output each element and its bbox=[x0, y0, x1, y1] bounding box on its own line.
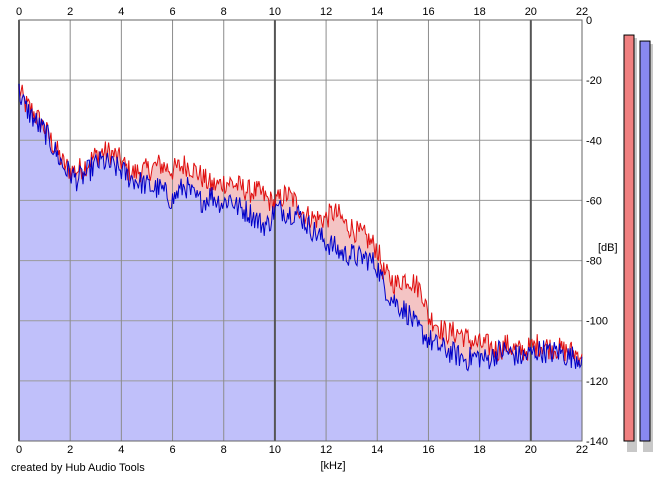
x-tick-label-top: 22 bbox=[576, 6, 588, 18]
y-tick-label: -80 bbox=[586, 256, 602, 268]
x-tick-label-top: 4 bbox=[118, 6, 124, 18]
x-tick-label-top: 14 bbox=[371, 6, 383, 18]
series-2-line bbox=[18, 83, 583, 372]
x-tick-label-bottom: 8 bbox=[221, 444, 227, 456]
x-tick-label-bottom: 0 bbox=[16, 444, 22, 456]
x-tick-label-top: 20 bbox=[525, 6, 537, 18]
y-tick-label: -140 bbox=[586, 436, 608, 448]
x-tick-label-top: 0 bbox=[16, 6, 22, 18]
y-tick-label: -120 bbox=[586, 376, 608, 388]
series-2-area bbox=[19, 83, 582, 442]
x-tick-label-top: 12 bbox=[320, 6, 332, 18]
x-tick-label-bottom: 18 bbox=[474, 444, 486, 456]
x-tick-label-bottom: 10 bbox=[269, 444, 281, 456]
x-tick-label-bottom: 22 bbox=[576, 444, 588, 456]
x-tick-label-top: 18 bbox=[474, 6, 486, 18]
x-tick-label-bottom: 6 bbox=[169, 444, 175, 456]
x-tick-label-bottom: 14 bbox=[371, 444, 383, 456]
x-tick-label-bottom: 2 bbox=[67, 444, 73, 456]
credit-text: created by Hub Audio Tools bbox=[11, 462, 145, 474]
x-tick-label-top: 6 bbox=[169, 6, 175, 18]
y-tick-label: -40 bbox=[586, 135, 602, 147]
x-tick-label-top: 16 bbox=[422, 6, 434, 18]
x-tick-label-bottom: 16 bbox=[422, 444, 434, 456]
y-tick-label: 0 bbox=[586, 15, 592, 27]
x-tick-label-bottom: 12 bbox=[320, 444, 332, 456]
x-tick-label-bottom: 20 bbox=[525, 444, 537, 456]
x-tick-label-top: 10 bbox=[269, 6, 281, 18]
level-meter-1 bbox=[623, 34, 635, 442]
y-axis-label: [dB] bbox=[598, 242, 618, 254]
x-tick-label-top: 8 bbox=[221, 6, 227, 18]
x-axis-label: [kHz] bbox=[320, 460, 345, 472]
y-tick-label: -100 bbox=[586, 316, 608, 328]
y-tick-label: -20 bbox=[586, 75, 602, 87]
x-tick-label-top: 2 bbox=[67, 6, 73, 18]
level-meter-2 bbox=[639, 40, 651, 442]
y-tick-label: -60 bbox=[586, 195, 602, 207]
plot-frame bbox=[18, 19, 583, 442]
x-tick-label-bottom: 4 bbox=[118, 444, 124, 456]
